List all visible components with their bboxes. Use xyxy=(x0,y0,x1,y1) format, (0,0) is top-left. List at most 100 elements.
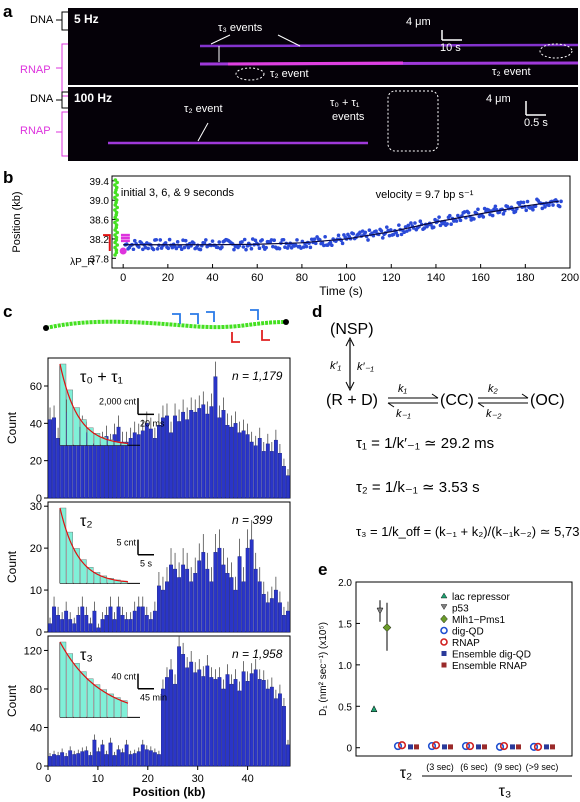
velocity-point xyxy=(124,242,129,246)
histogram-bar xyxy=(169,564,173,633)
marker-ensemble-rnap xyxy=(448,744,453,750)
velocity-point xyxy=(391,232,396,237)
x-tick-label: 10 xyxy=(92,773,104,785)
histogram-bar xyxy=(52,417,56,499)
velocity-point xyxy=(431,225,436,229)
velocity-point xyxy=(210,239,215,243)
histogram-bar xyxy=(144,615,149,633)
velocity-point xyxy=(360,229,365,233)
histogram-bar xyxy=(229,577,234,633)
histogram-bar xyxy=(60,619,65,633)
promoter-arrow-icon xyxy=(231,332,240,343)
histogram-bar xyxy=(92,443,97,499)
marker-mlh1-pms1 xyxy=(382,623,392,632)
histogram-bar xyxy=(282,466,286,499)
kymo1-tau3-label: τ₃ events xyxy=(218,22,263,34)
dna-schematic xyxy=(45,319,287,330)
inset-scale-x: 20 ms xyxy=(140,418,165,428)
velocity-point xyxy=(366,238,370,242)
histogram-bar xyxy=(229,426,234,499)
category-tau3-sub: (9 sec) xyxy=(494,762,522,772)
histogram-bar xyxy=(181,564,186,633)
histogram-bar xyxy=(161,417,165,499)
histogram-bar xyxy=(60,752,65,767)
velocity-point xyxy=(312,237,317,241)
histogram-bar xyxy=(209,581,214,633)
legend-marker-circle xyxy=(440,626,448,635)
velocity-point xyxy=(131,247,136,252)
histogram-bar xyxy=(152,752,157,767)
velocity-point xyxy=(253,238,258,243)
marker-ensemble-dig-qd xyxy=(544,744,549,750)
histogram-bar xyxy=(185,568,190,633)
inset-scale-y: 5 cnt xyxy=(116,538,136,548)
kymo2-scale-y: 4 μm xyxy=(486,93,511,105)
x-tick-label: 100 xyxy=(337,272,355,284)
dna-green-point xyxy=(113,195,117,200)
kymo1-tau2-label-b: τ₂ event xyxy=(492,66,531,78)
velocity-point xyxy=(151,247,156,252)
velocity-point xyxy=(244,247,248,252)
velocity-point xyxy=(490,213,495,218)
y-tick-label: 80 xyxy=(30,684,42,696)
histogram-bar xyxy=(64,756,69,767)
velocity-point xyxy=(304,244,309,249)
histogram-bar xyxy=(80,751,85,767)
y-tick-label: 38.2 xyxy=(90,235,110,246)
velocity-point xyxy=(191,241,196,245)
velocity-point xyxy=(525,199,530,204)
y-tick-label: 1.5 xyxy=(338,619,352,630)
velocity-point xyxy=(158,238,163,242)
inset-fit-curve xyxy=(59,363,129,445)
velocity-point xyxy=(175,240,180,244)
marker-ensemble-dig-qd xyxy=(408,744,413,750)
histogram-bar xyxy=(48,623,52,633)
histogram-bar xyxy=(136,434,141,499)
velocity-point xyxy=(167,237,172,242)
marker-ensemble-rnap xyxy=(482,744,487,750)
kymo1-tau2-circle-a xyxy=(235,67,265,81)
histogram-frame xyxy=(47,501,291,633)
equation-tau2: τ₂ = 1/k₋₁ ≃ 3.53 s xyxy=(356,479,480,496)
histogram-frame xyxy=(47,635,291,767)
x-axis-label: Position (kb) xyxy=(133,785,206,799)
histogram-bar xyxy=(269,686,274,767)
legend-marker-p53 xyxy=(440,604,448,610)
histogram-bar xyxy=(72,623,77,633)
scheme-km1prime: k′₋₁ xyxy=(357,361,374,373)
histogram-bar xyxy=(56,438,60,499)
legend-label: lac repressor xyxy=(452,592,510,603)
marker-lac-repressor xyxy=(370,705,378,713)
legend-marker-circle xyxy=(440,638,448,646)
y-tick-label: 0 xyxy=(36,761,42,773)
scheme-arrowhead-km1 xyxy=(387,402,395,408)
promoter-arrow-icon xyxy=(190,313,199,324)
velocity-point xyxy=(405,229,409,233)
velocity-point xyxy=(433,217,437,222)
chart-position-histograms: 0 20 40 60 Count n = 1,179 τ₀ + τ₁ 2,000 cnt 20 … xyxy=(5,309,291,799)
histogram-bar xyxy=(217,677,222,767)
histogram-bar xyxy=(96,627,101,633)
y-tick-label: 39.0 xyxy=(90,196,110,207)
histogram-bar xyxy=(144,423,149,499)
velocity-point xyxy=(250,237,255,241)
velocity-point xyxy=(519,200,523,205)
histogram-bar xyxy=(156,585,161,633)
velocity-point xyxy=(145,241,149,245)
histogram-bar xyxy=(273,698,278,767)
velocity-point xyxy=(330,243,334,248)
dna-green-point xyxy=(115,205,119,210)
velocity-point xyxy=(521,200,526,205)
x-axis-label: Time (s) xyxy=(319,284,363,298)
velocity-point xyxy=(328,240,333,245)
inset-bar xyxy=(114,697,121,718)
inset-bar xyxy=(100,436,108,446)
histogram-bar xyxy=(92,739,97,767)
scheme-arrowhead-km2 xyxy=(477,402,485,408)
histogram-bar xyxy=(100,441,105,499)
x-tick-label: 120 xyxy=(382,272,400,284)
panel-letter-d: d xyxy=(312,302,323,321)
histogram-bar xyxy=(152,438,157,499)
kymograph-5hz: 5 Hz τ₃ events τ₂ event τ₂ event 4 μm 10… xyxy=(68,8,578,85)
chart-diffusion: 0 0.5 1.0 1.5 2.0 D₁ (nm² sec⁻¹) (x10⁵) τ₂ (3 s… xyxy=(318,578,573,800)
